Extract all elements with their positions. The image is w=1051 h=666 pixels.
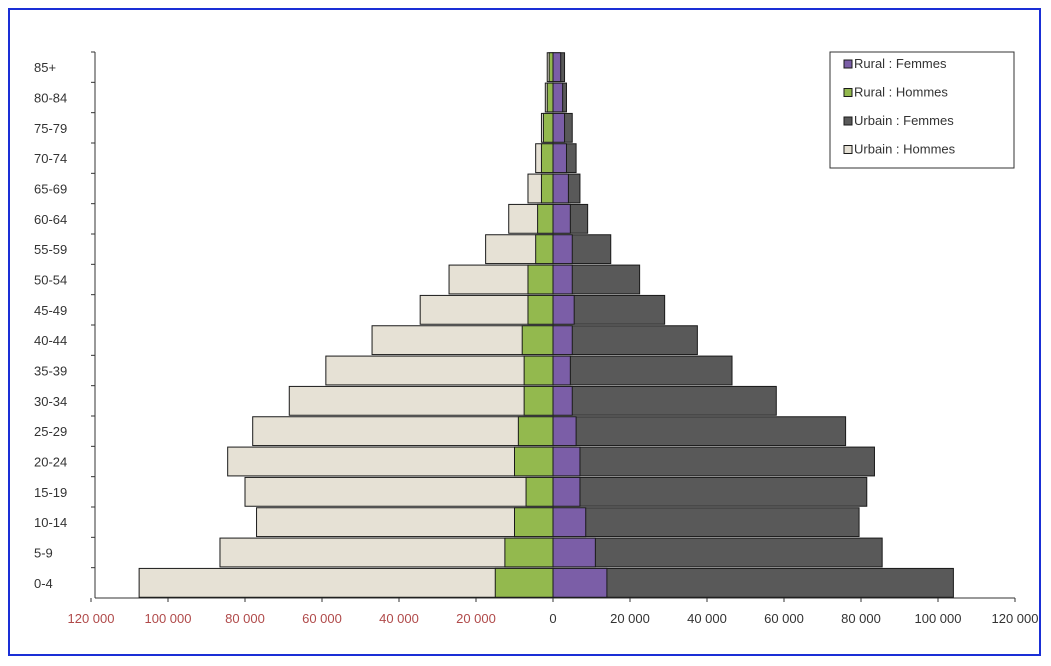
legend-label: Rural : Femmes — [854, 56, 947, 71]
bar-hommes-rural — [523, 385, 554, 416]
y-tick-label: 20-24 — [34, 455, 67, 470]
bar-femmes-rural — [552, 173, 569, 204]
x-tick-label: 0 — [549, 611, 556, 626]
y-tick-label: 25-29 — [34, 424, 67, 439]
y-tick-label: 30-34 — [34, 394, 67, 409]
legend-label: Urbain : Hommes — [854, 142, 956, 157]
bar-hommes-rural — [548, 52, 554, 83]
bar-hommes-rural — [514, 446, 554, 477]
x-tick-label: 40 000 — [379, 611, 419, 626]
bar-femmes-urbain — [552, 355, 733, 386]
bar-hommes-rural — [521, 325, 554, 356]
legend-swatch — [843, 88, 853, 97]
y-tick-label: 50-54 — [34, 273, 67, 288]
x-tick-label: 120 000 — [992, 611, 1039, 626]
y-tick-label: 35-39 — [34, 364, 67, 379]
legend-box — [829, 51, 1015, 169]
bar-femmes-urbain — [552, 416, 847, 447]
x-tick-label: 60 000 — [764, 611, 804, 626]
x-tick-label: 60 000 — [302, 611, 342, 626]
legend-swatch — [843, 59, 853, 69]
y-tick-label: 70-74 — [34, 151, 67, 166]
y-tick-label: 0-4 — [34, 576, 53, 591]
y-tick-label: 5-9 — [34, 546, 53, 561]
bar-hommes-urbain — [325, 355, 554, 386]
bar-femmes-rural — [552, 325, 573, 356]
bar-femmes-urbain — [552, 446, 875, 477]
bar-hommes-urbain — [252, 416, 554, 447]
bar-femmes-urbain — [552, 567, 954, 598]
bar-hommes-rural — [494, 567, 554, 598]
bar-femmes-rural — [552, 143, 567, 174]
bar-femmes-rural — [552, 203, 571, 234]
x-tick-label: 120 000 — [68, 611, 115, 626]
bar-hommes-rural — [523, 355, 554, 386]
bar-hommes-rural — [504, 537, 554, 568]
legend-swatch — [843, 116, 853, 126]
legend-label: Rural : Hommes — [854, 85, 948, 100]
bar-femmes-rural — [552, 82, 564, 113]
y-tick-label: 60-64 — [34, 212, 67, 227]
bar-femmes-rural — [552, 234, 573, 265]
bar-femmes-urbain — [552, 385, 777, 416]
bar-hommes-urbain — [227, 446, 554, 477]
y-tick-label: 15-19 — [34, 485, 67, 500]
x-tick-label: 80 000 — [841, 611, 881, 626]
bar-femmes-urbain — [552, 507, 860, 538]
bar-femmes-urbain — [552, 537, 883, 568]
bar-hommes-urbain — [256, 507, 554, 538]
y-tick-label: 75-79 — [34, 121, 67, 136]
bar-femmes-urbain — [552, 476, 868, 507]
bar-hommes-rural — [517, 416, 554, 447]
bar-femmes-rural — [552, 355, 571, 386]
bar-femmes-rural — [552, 476, 581, 507]
y-tick-label: 40-44 — [34, 333, 67, 348]
y-tick-label: 45-49 — [34, 303, 67, 318]
x-tick-label: 20 000 — [610, 611, 650, 626]
y-tick-label: 55-59 — [34, 242, 67, 257]
x-tick-label: 80 000 — [225, 611, 265, 626]
bar-femmes-rural — [552, 294, 575, 325]
bar-hommes-rural — [527, 264, 554, 295]
legend-label: Urbain : Femmes — [854, 113, 954, 128]
bar-femmes-rural — [552, 446, 581, 477]
bar-femmes-rural — [552, 52, 562, 83]
bar-hommes-rural — [514, 507, 554, 538]
y-tick-label: 85+ — [34, 60, 56, 75]
bar-hommes-rural — [537, 203, 554, 234]
bar-hommes-urbain — [288, 385, 554, 416]
bar-hommes-rural — [540, 173, 554, 204]
y-tick-label: 10-14 — [34, 515, 67, 530]
legend-swatch — [843, 145, 853, 154]
bar-femmes-rural — [552, 112, 566, 143]
x-tick-label: 100 000 — [915, 611, 962, 626]
bar-hommes-urbain — [244, 476, 554, 507]
bar-hommes-urbain — [219, 537, 554, 568]
bar-femmes-rural — [552, 537, 596, 568]
bar-femmes-rural — [552, 385, 573, 416]
bar-femmes-rural — [552, 567, 608, 598]
bar-hommes-rural — [527, 294, 554, 325]
bar-femmes-rural — [552, 264, 573, 295]
x-tick-label: 20 000 — [456, 611, 496, 626]
bar-femmes-rural — [552, 416, 577, 447]
bar-hommes-rural — [540, 143, 554, 174]
bar-femmes-rural — [552, 507, 587, 538]
x-tick-label: 40 000 — [687, 611, 727, 626]
y-tick-label: 65-69 — [34, 182, 67, 197]
bar-femmes-urbain — [552, 325, 698, 356]
bar-hommes-rural — [525, 476, 554, 507]
bar-hommes-rural — [535, 234, 554, 265]
bar-hommes-rural — [542, 112, 554, 143]
y-tick-label: 80-84 — [34, 91, 67, 106]
bar-hommes-rural — [546, 82, 554, 113]
x-tick-label: 100 000 — [145, 611, 192, 626]
bar-hommes-urbain — [138, 567, 554, 598]
